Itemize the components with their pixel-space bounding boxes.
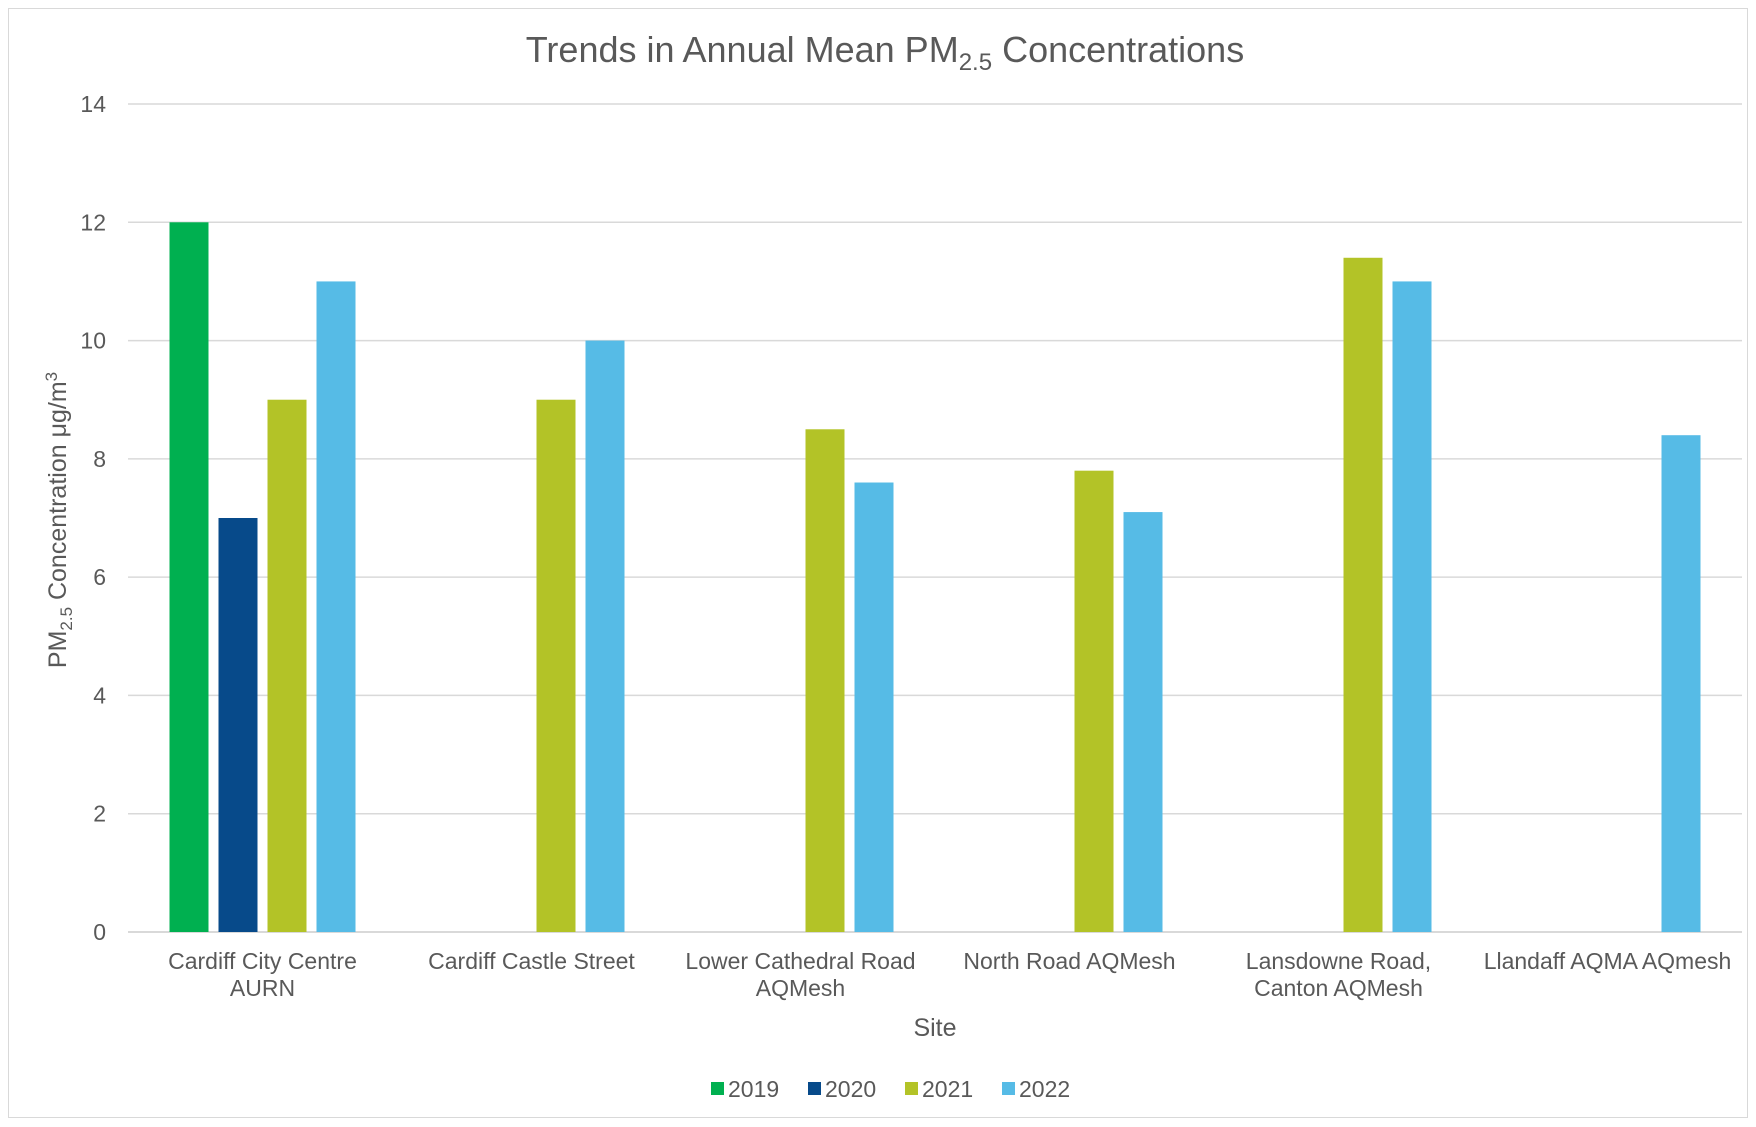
legend-label: 2019 [728, 1076, 779, 1102]
y-tick-label: 6 [93, 564, 106, 590]
bar-2021 [536, 399, 576, 932]
y-tick-label: 8 [93, 446, 106, 472]
x-category-label: AURN [230, 975, 295, 1001]
legend-swatch-2022 [1002, 1082, 1015, 1095]
legend-label: 2022 [1019, 1076, 1070, 1102]
y-axis-ticks: 0 2 4 6 8 10 12 14 [80, 91, 106, 945]
gridlines [128, 103, 1742, 933]
y-tick-label: 10 [80, 328, 106, 354]
x-category-label: Lansdowne Road, [1246, 948, 1431, 974]
bar-2022 [1123, 512, 1163, 932]
legend-swatch-2019 [711, 1082, 724, 1095]
x-category-label: North Road AQMesh [963, 948, 1175, 974]
x-axis-title: Site [913, 1014, 956, 1042]
legend-label: 2020 [825, 1076, 876, 1102]
legend-swatch-2020 [808, 1082, 821, 1095]
x-category-label: AQMesh [756, 975, 845, 1001]
bars [169, 222, 1701, 933]
chart-title: Trends in Annual Mean PM2.5 Concentratio… [526, 29, 1244, 76]
y-axis-title: PM2.5 Concentration μg/m3 [42, 372, 76, 668]
bar-2019 [169, 222, 209, 933]
y-tick-label: 4 [93, 682, 106, 708]
bar-2021 [1074, 470, 1114, 932]
bar-2020 [218, 518, 258, 932]
y-tick-label: 0 [93, 919, 106, 945]
x-category-label: Canton AQMesh [1254, 975, 1423, 1001]
x-category-label: Cardiff City Centre [168, 948, 357, 974]
bar-2022 [585, 340, 625, 933]
bar-2022 [1661, 435, 1701, 932]
legend-label: 2021 [922, 1076, 973, 1102]
bar-2022 [316, 281, 356, 932]
y-tick-label: 12 [80, 209, 106, 235]
x-category-label: Lower Cathedral Road [685, 948, 915, 974]
bar-2021 [267, 399, 307, 932]
x-category-label: Cardiff Castle Street [428, 948, 635, 974]
bar-2021 [1343, 257, 1383, 932]
legend: 2019 2020 2021 2022 [711, 1076, 1070, 1102]
y-tick-label: 2 [93, 801, 106, 827]
y-tick-label: 14 [80, 91, 106, 117]
bar-2021 [805, 429, 845, 932]
bar-2022 [1392, 281, 1432, 932]
x-category-label: Llandaff AQMA AQmesh [1484, 948, 1732, 974]
legend-swatch-2021 [905, 1082, 918, 1095]
bar-2022 [854, 482, 894, 932]
